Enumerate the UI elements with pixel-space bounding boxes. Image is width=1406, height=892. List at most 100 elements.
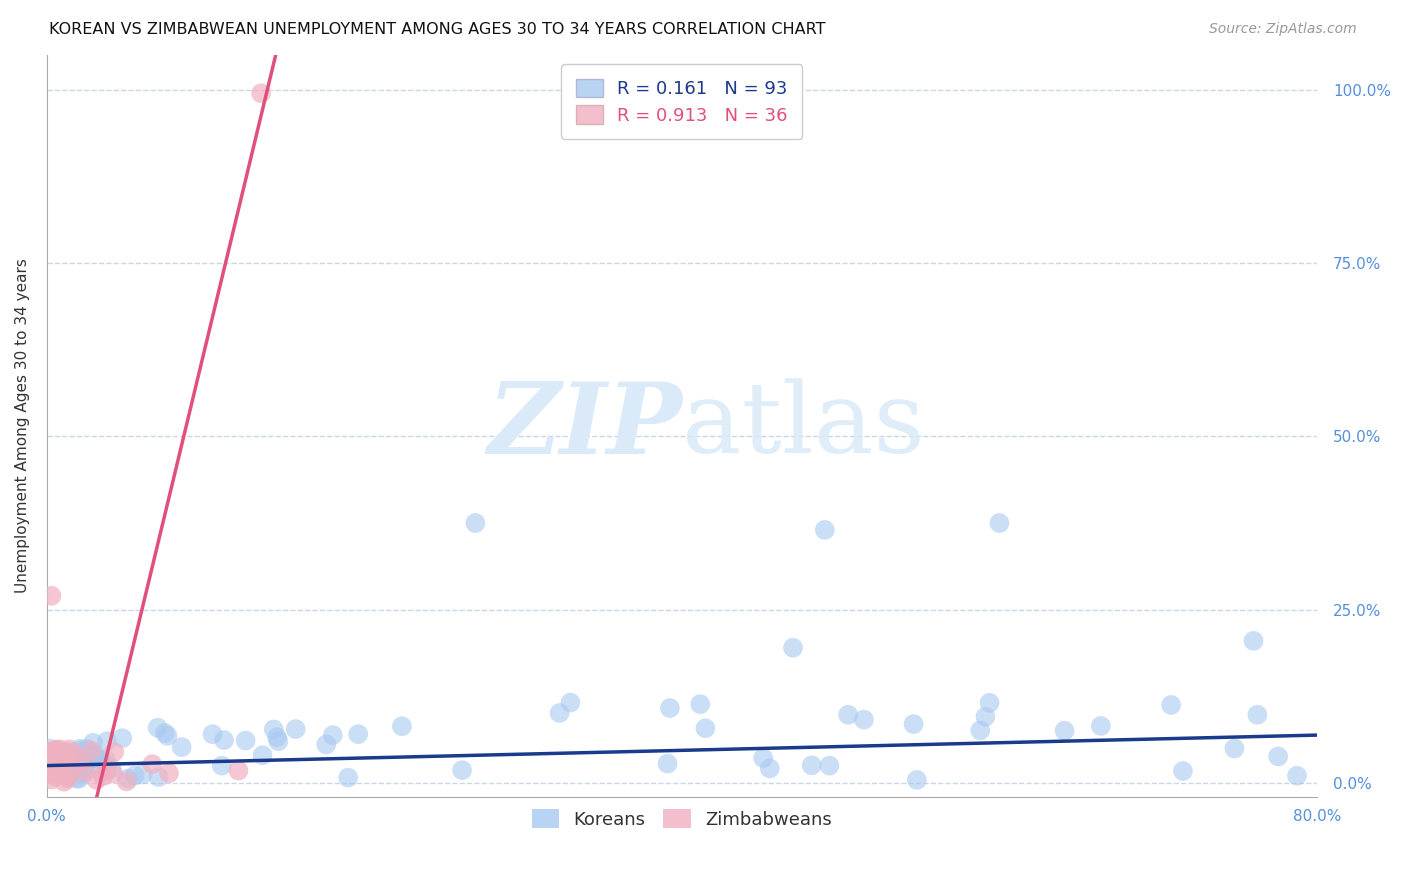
- Point: [837, 707, 859, 722]
- Point: [695, 721, 717, 735]
- Point: [117, 772, 139, 786]
- Point: [1053, 723, 1076, 738]
- Point: [969, 723, 991, 738]
- Point: [315, 738, 337, 752]
- Point: [76, 741, 98, 756]
- Point: [228, 764, 250, 778]
- Point: [41, 758, 63, 772]
- Point: [689, 697, 711, 711]
- Point: [73, 764, 96, 779]
- Text: Source: ZipAtlas.com: Source: ZipAtlas.com: [1209, 22, 1357, 37]
- Point: [80, 744, 103, 758]
- Point: [560, 696, 582, 710]
- Point: [67, 744, 90, 758]
- Point: [1223, 741, 1246, 756]
- Point: [235, 733, 257, 747]
- Point: [146, 721, 169, 735]
- Point: [58, 754, 80, 768]
- Point: [38, 766, 60, 780]
- Point: [267, 734, 290, 748]
- Point: [62, 747, 84, 762]
- Point: [45, 743, 67, 757]
- Point: [156, 729, 179, 743]
- Point: [59, 750, 82, 764]
- Point: [66, 761, 89, 775]
- Point: [131, 767, 153, 781]
- Point: [814, 523, 837, 537]
- Point: [548, 706, 571, 720]
- Point: [86, 772, 108, 787]
- Point: [39, 741, 62, 756]
- Point: [56, 772, 79, 786]
- Point: [52, 764, 75, 778]
- Point: [56, 769, 79, 783]
- Point: [67, 772, 90, 786]
- Point: [170, 740, 193, 755]
- Point: [38, 747, 60, 761]
- Point: [45, 743, 67, 757]
- Legend: Koreans, Zimbabweans: Koreans, Zimbabweans: [524, 802, 839, 836]
- Point: [752, 751, 775, 765]
- Point: [322, 728, 344, 742]
- Point: [252, 748, 274, 763]
- Point: [82, 736, 104, 750]
- Point: [903, 717, 925, 731]
- Point: [48, 765, 70, 780]
- Point: [94, 757, 117, 772]
- Point: [41, 752, 63, 766]
- Point: [42, 765, 65, 780]
- Point: [96, 763, 118, 777]
- Point: [115, 774, 138, 789]
- Point: [157, 766, 180, 780]
- Point: [266, 730, 288, 744]
- Point: [66, 772, 89, 786]
- Point: [250, 87, 273, 101]
- Point: [759, 761, 782, 775]
- Point: [83, 747, 105, 762]
- Text: ZIP: ZIP: [486, 377, 682, 475]
- Point: [46, 749, 69, 764]
- Point: [464, 516, 486, 530]
- Point: [56, 746, 79, 760]
- Point: [69, 755, 91, 769]
- Point: [153, 726, 176, 740]
- Point: [73, 766, 96, 780]
- Point: [852, 713, 875, 727]
- Point: [658, 701, 681, 715]
- Point: [41, 756, 63, 771]
- Point: [52, 753, 75, 767]
- Point: [41, 772, 63, 787]
- Point: [1285, 769, 1308, 783]
- Point: [988, 516, 1011, 530]
- Point: [44, 770, 66, 784]
- Point: [782, 640, 804, 655]
- Point: [905, 772, 928, 787]
- Point: [101, 762, 124, 776]
- Point: [337, 771, 360, 785]
- Point: [38, 761, 60, 775]
- Point: [347, 727, 370, 741]
- Point: [41, 589, 63, 603]
- Point: [974, 710, 997, 724]
- Point: [44, 743, 66, 757]
- Point: [51, 765, 73, 780]
- Point: [1267, 749, 1289, 764]
- Point: [59, 767, 82, 781]
- Point: [103, 745, 125, 759]
- Point: [979, 696, 1001, 710]
- Point: [41, 748, 63, 763]
- Text: atlas: atlas: [682, 378, 925, 474]
- Point: [53, 774, 76, 789]
- Point: [1243, 633, 1265, 648]
- Point: [94, 753, 117, 767]
- Point: [800, 758, 823, 772]
- Point: [148, 770, 170, 784]
- Point: [657, 756, 679, 771]
- Point: [1090, 719, 1112, 733]
- Point: [124, 768, 146, 782]
- Point: [38, 744, 60, 758]
- Point: [87, 752, 110, 766]
- Point: [284, 722, 307, 736]
- Point: [69, 741, 91, 756]
- Point: [91, 769, 114, 783]
